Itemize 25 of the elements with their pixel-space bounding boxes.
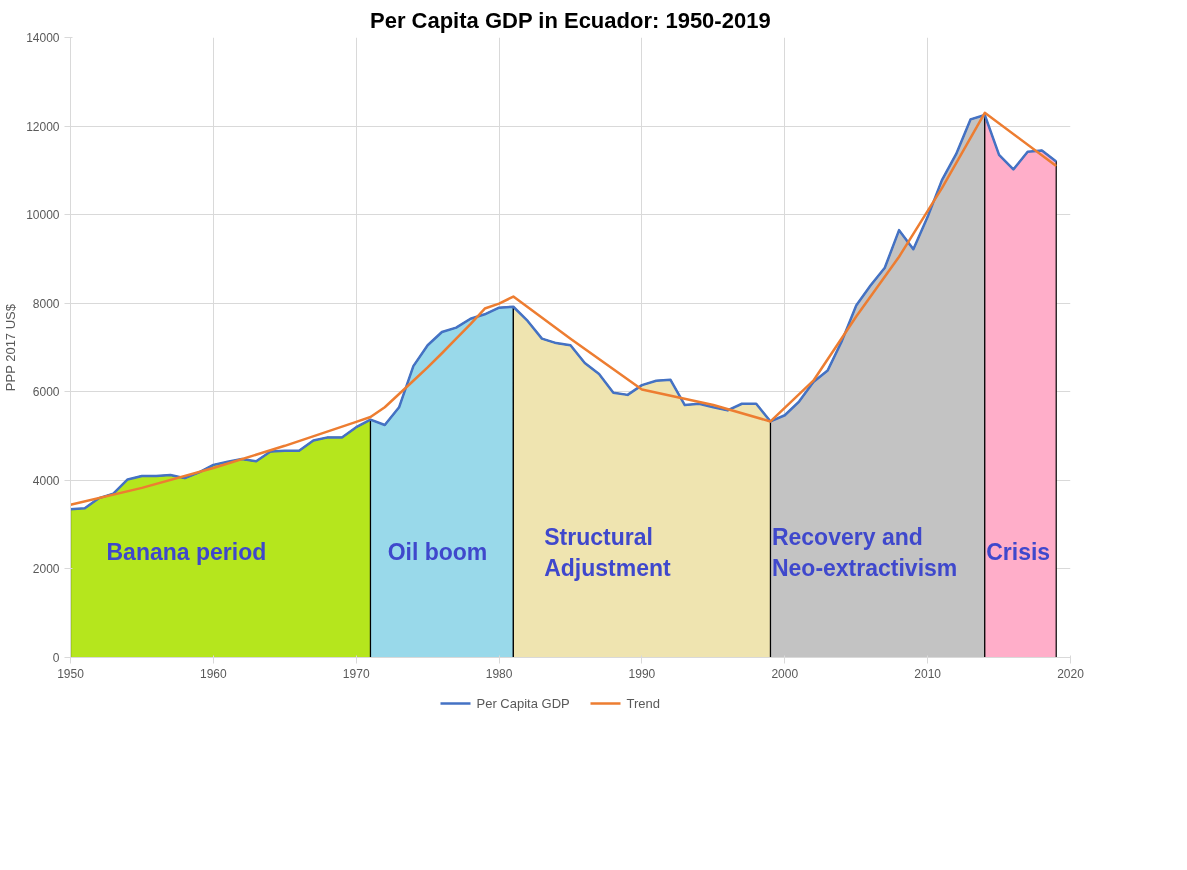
legend-label: Trend [626, 696, 660, 711]
annotation: Oil boom [387, 539, 488, 566]
x-tick-label: 1950 [57, 666, 85, 681]
y-tick-label: 6000 [32, 385, 60, 400]
x-tick-label: 1980 [485, 666, 513, 681]
y-axis-title: PPP 2017 US$ [3, 303, 19, 392]
annotation: Banana period [106, 539, 267, 566]
annotation: Recovery and Neo-extractivism [771, 523, 958, 581]
y-tick-label: 4000 [32, 473, 60, 488]
legend-label: Per Capita GDP [476, 696, 570, 711]
x-tick-label: 1990 [628, 666, 656, 681]
y-tick-label: 10000 [26, 208, 60, 223]
x-tick-label: 2020 [1057, 666, 1085, 681]
y-tick-label: 0 [52, 651, 60, 665]
x-tick-label: 1970 [342, 666, 370, 681]
x-tick-label: 2000 [771, 666, 799, 681]
annotation: Crisis [986, 539, 1051, 566]
x-tick-label: 1960 [200, 666, 228, 681]
y-tick-label: 14000 [26, 31, 60, 45]
y-tick-label: 8000 [32, 296, 60, 311]
chart-title: Per Capita GDP in Ecuador: 1950-2019 [369, 7, 771, 33]
annotation: Structural Adjustment [544, 523, 672, 581]
y-tick-label: 2000 [32, 562, 60, 577]
x-tick-label: 2010 [914, 666, 942, 681]
y-tick-label: 12000 [26, 119, 60, 134]
